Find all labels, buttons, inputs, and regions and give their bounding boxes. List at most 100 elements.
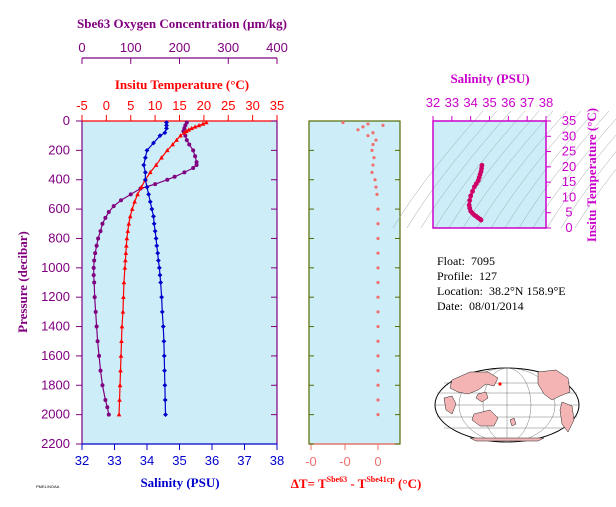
- delta-t-point: [376, 280, 380, 285]
- salinity-point: [161, 338, 167, 344]
- delta-t-point: [376, 413, 380, 417]
- ts-density-contours: [392, 110, 616, 229]
- delta-t-point: [376, 339, 380, 343]
- delta-t-point: [356, 128, 360, 132]
- ts-x-tick-label: 33: [445, 95, 459, 110]
- pressure-tick-label: 1400: [41, 319, 70, 334]
- delta-t-background: [309, 121, 400, 444]
- ts-y-tick-label: 10: [562, 189, 576, 204]
- oxygen-point: [194, 160, 199, 165]
- delta-t-point: [374, 185, 378, 189]
- salinity-point: [162, 397, 168, 403]
- density-contour: [518, 110, 610, 229]
- density-contour: [448, 110, 540, 229]
- temperature-point: [122, 265, 128, 270]
- oxygen-point: [95, 339, 100, 344]
- oxygen-tick-label: 0: [78, 40, 85, 55]
- asia-land: [449, 371, 499, 395]
- delta-t-point: [361, 125, 365, 129]
- delta-t-point: [376, 222, 380, 226]
- temperature-tick-label: 35: [270, 98, 284, 113]
- ts-y-tick-label: 35: [562, 113, 576, 128]
- new-zealand-land: [509, 417, 517, 427]
- oxygen-point: [100, 221, 105, 226]
- temperature-point: [126, 221, 132, 226]
- salinity-point: [163, 412, 168, 418]
- delta-t-point: [372, 156, 376, 160]
- ts-y-tick-label: 0: [565, 220, 572, 235]
- salinity-point: [159, 309, 165, 315]
- temperature-point: [135, 191, 140, 197]
- pressure-tick-label: 400: [48, 172, 70, 187]
- profile-plot: 0 100 200 300 400 Sbe63 Oxygen Concentration…: [15, 16, 288, 490]
- temperature-point: [192, 124, 198, 129]
- temperature-point: [159, 155, 164, 160]
- salinity-tick-label: 37: [237, 453, 251, 468]
- oxygen-tick-label: 200: [169, 40, 191, 55]
- north-america-land: [537, 369, 571, 401]
- density-contour: [504, 110, 596, 229]
- oxygen-point: [100, 383, 105, 388]
- ts-point: [467, 198, 473, 203]
- density-contour: [462, 110, 554, 229]
- antarctica-land: [469, 437, 545, 442]
- temperature-point: [132, 199, 137, 204]
- salinity-point: [141, 162, 147, 168]
- density-contour: [420, 110, 512, 229]
- temperature-tick-label: 5: [127, 98, 134, 113]
- delta-t-point: [341, 120, 345, 125]
- delta-t-series: [341, 120, 385, 417]
- salinity-axis-ticks: 32 33 34 35 36 37 38: [75, 444, 284, 468]
- temperature-point: [121, 294, 126, 299]
- date-value: 08/01/2014: [469, 299, 524, 313]
- temperature-point: [165, 147, 170, 153]
- temperature-point: [117, 382, 123, 388]
- salinity-point: [149, 206, 155, 212]
- temperature-point: [139, 184, 144, 189]
- oxygen-point: [106, 210, 111, 215]
- delta-t-point: [376, 398, 380, 402]
- delta-t-tick-label: 0: [374, 454, 381, 469]
- delta-t-point: [376, 310, 380, 314]
- density-contour: [476, 110, 568, 229]
- salinity-point: [156, 265, 162, 271]
- ts-background: [433, 121, 546, 228]
- density-contour: [434, 110, 526, 229]
- ts-x-tick-label: 32: [426, 95, 440, 110]
- temperature-point: [125, 228, 131, 233]
- delta-t-point: [374, 138, 378, 142]
- salinity-point: [154, 243, 160, 249]
- temperature-tick-label: -5: [76, 98, 88, 113]
- ts-point: [478, 217, 484, 223]
- oxygen-point: [106, 412, 111, 417]
- map-landmasses: [443, 369, 575, 442]
- delta-t-point: [376, 368, 380, 373]
- oxygen-point: [182, 170, 187, 175]
- float-label: Float:: [437, 254, 466, 268]
- ts-frame: [432, 120, 547, 229]
- temperature-tick-label: 25: [221, 98, 235, 113]
- temperature-point: [147, 169, 153, 175]
- salinity-point: [152, 228, 158, 234]
- salinity-point: [144, 184, 150, 190]
- temperature-point: [119, 324, 125, 329]
- pressure-tick-label: 200: [48, 142, 70, 157]
- profile-series: [91, 119, 209, 418]
- profile-plot-background: [82, 121, 277, 444]
- delta-t-plot: -0 -0 0 ΔT= TSbe63 - TSbe41cp (°C): [291, 120, 421, 491]
- temperature-axis-title: Insitu Temperature (°C): [115, 77, 249, 92]
- temperature-point: [182, 130, 187, 135]
- delta-t-title-sup1: Sbe63: [327, 475, 347, 484]
- salinity-point: [164, 120, 169, 125]
- oxygen-point: [92, 280, 97, 285]
- temperature-point: [186, 127, 192, 132]
- oxygen-point: [92, 258, 97, 263]
- oxygen-point: [183, 133, 188, 138]
- profile-label: Profile:: [437, 269, 473, 283]
- location-row: Location: 38.2°N 158.9°E: [437, 284, 566, 299]
- delta-t-point: [381, 123, 385, 128]
- pressure-tick-label: 0: [63, 113, 70, 128]
- salinity-point: [161, 353, 167, 359]
- temperature-tick-label: 20: [197, 98, 211, 113]
- oxygen-point: [98, 229, 103, 234]
